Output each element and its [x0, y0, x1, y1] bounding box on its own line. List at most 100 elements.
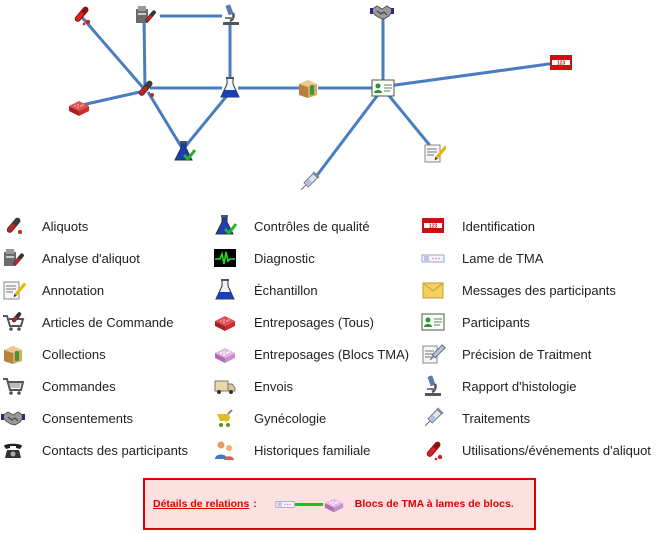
- legend-label: Gynécologie: [254, 410, 327, 426]
- legend-label: Diagnostic: [254, 250, 315, 266]
- edge: [142, 15, 147, 91]
- tma-slide-icon: [420, 246, 446, 270]
- legend-item-lame-tma: Lame de TMA: [420, 248, 543, 268]
- microscope-icon[interactable]: [219, 3, 243, 27]
- legend-item-analyse-aliquot: Analyse d'aliquot: [0, 248, 140, 268]
- legend-label: Contrôles de qualité: [254, 218, 370, 234]
- message-envelope-icon: [420, 278, 446, 302]
- delivery-truck-icon: [212, 374, 238, 398]
- participant-card-icon: [420, 310, 446, 334]
- edge: [78, 14, 147, 91]
- treatment-detail-icon: [420, 342, 446, 366]
- legend-item-collections: Collections: [0, 344, 106, 364]
- legend-label: Identification: [462, 218, 535, 234]
- legend-label: Traitements: [462, 410, 531, 426]
- quality-flask-check-icon[interactable]: [172, 140, 196, 164]
- order-item-cart-icon: [0, 310, 26, 334]
- legend-label: Entreposages (Tous): [254, 314, 374, 330]
- relation-details-box: Détails de relations : Blocs de TMA à la…: [143, 478, 536, 530]
- aliquot-tube-icon[interactable]: [133, 77, 157, 101]
- legend-label: Annotation: [42, 282, 105, 298]
- handshake-icon[interactable]: [370, 0, 394, 24]
- storage-box-icon: [212, 310, 238, 334]
- annotation-note-icon[interactable]: [422, 141, 446, 165]
- participant-card-icon[interactable]: [371, 76, 395, 100]
- relation-line: [294, 502, 323, 506]
- legend-item-utilisations: Utilisations/événements d'aliquot: [420, 440, 651, 460]
- tma-slide-icon: [275, 494, 295, 514]
- aliquot-analysis-icon: [0, 246, 26, 270]
- legend-item-diagnostic: Diagnostic: [212, 248, 315, 268]
- legend-label: Analyse d'aliquot: [42, 250, 140, 266]
- legend-label: Rapport d'histologie: [462, 378, 577, 394]
- legend-item-echantillon: Échantillon: [212, 280, 318, 300]
- legend-item-identification: Identification: [420, 216, 535, 236]
- legend-label: Échantillon: [254, 282, 318, 298]
- legend-item-rapport-histologie: Rapport d'histologie: [420, 376, 577, 396]
- relation-details-link[interactable]: Détails de relations: [153, 498, 250, 510]
- family-history-icon: [212, 438, 238, 462]
- quality-flask-check-icon: [212, 214, 238, 238]
- shopping-cart-icon: [0, 374, 26, 398]
- sample-flask-icon[interactable]: [218, 76, 242, 100]
- legend-item-articles-commande: Articles de Commande: [0, 312, 174, 332]
- handshake-icon: [0, 406, 26, 430]
- relationship-graph: [78, 14, 557, 183]
- annotation-note-icon: [0, 278, 26, 302]
- legend-item-consentements: Consentements: [0, 408, 133, 428]
- legend-item-controles-qualite: Contrôles de qualité: [212, 216, 370, 236]
- identification-badge-icon[interactable]: [549, 51, 573, 75]
- legend-item-annotation: Annotation: [0, 280, 104, 300]
- legend-item-entreposages-tous: Entreposages (Tous): [212, 312, 374, 332]
- relation-description: Blocs de TMA à lames de blocs.: [354, 498, 514, 510]
- legend-item-historiques: Historiques familiale: [212, 440, 370, 460]
- legend-label: Participants: [462, 314, 530, 330]
- legend-label: Consentements: [42, 410, 134, 426]
- legend-item-aliquots: Aliquots: [0, 216, 88, 236]
- legend-item-envois: Envois: [212, 376, 293, 396]
- identification-badge-icon: [420, 214, 446, 238]
- legend-label: Messages des participants: [462, 282, 616, 298]
- telephone-icon: [0, 438, 26, 462]
- aliquot-use-icon[interactable]: [69, 3, 93, 27]
- edge: [146, 91, 184, 149]
- legend-item-participants: Participants: [420, 312, 530, 332]
- aliquot-analysis-icon[interactable]: [133, 3, 157, 27]
- edge: [384, 91, 434, 149]
- legend-label: Aliquots: [42, 218, 89, 234]
- collection-box-icon[interactable]: [296, 76, 320, 100]
- legend-item-gynecologie: Gynécologie: [212, 408, 326, 428]
- legend-item-precision-traitment: Précision de Traitment: [420, 344, 591, 364]
- ecg-monitor-icon: [212, 246, 238, 270]
- edge: [182, 91, 232, 149]
- aliquot-use-icon: [420, 438, 446, 462]
- legend-label: Historiques familiale: [254, 442, 371, 458]
- aliquot-tube-icon: [0, 214, 26, 238]
- collection-box-icon: [0, 342, 26, 366]
- sample-flask-icon: [212, 278, 238, 302]
- tma-block-icon: [212, 342, 238, 366]
- details-colon: :: [253, 498, 257, 510]
- legend-item-messages: Messages des participants: [420, 280, 616, 300]
- legend-label: Précision de Traitment: [462, 346, 592, 362]
- legend-label: Utilisations/événements d'aliquot: [462, 442, 651, 458]
- legend-label: Commandes: [42, 378, 116, 394]
- gynecology-stroller-icon: [212, 406, 238, 430]
- legend-item-commandes: Commandes: [0, 376, 116, 396]
- microscope-icon: [420, 374, 446, 398]
- edge: [310, 91, 382, 183]
- edge: [387, 61, 557, 88]
- legend-label: Entreposages (Blocs TMA): [254, 346, 410, 362]
- syringe-icon[interactable]: [297, 170, 321, 194]
- legend-label: Contacts des participants: [42, 442, 188, 458]
- legend-label: Envois: [254, 378, 294, 394]
- edge: [81, 90, 141, 107]
- tma-block-icon: [323, 493, 345, 515]
- legend-item-entreposages-tma: Entreposages (Blocs TMA): [212, 344, 409, 364]
- legend-item-contacts: Contacts des participants: [0, 440, 188, 460]
- syringe-icon: [420, 406, 446, 430]
- storage-box-icon[interactable]: [67, 95, 91, 119]
- legend-item-traitements: Traitements: [420, 408, 530, 428]
- legend-label: Articles de Commande: [42, 314, 174, 330]
- legend-label: Lame de TMA: [462, 250, 544, 266]
